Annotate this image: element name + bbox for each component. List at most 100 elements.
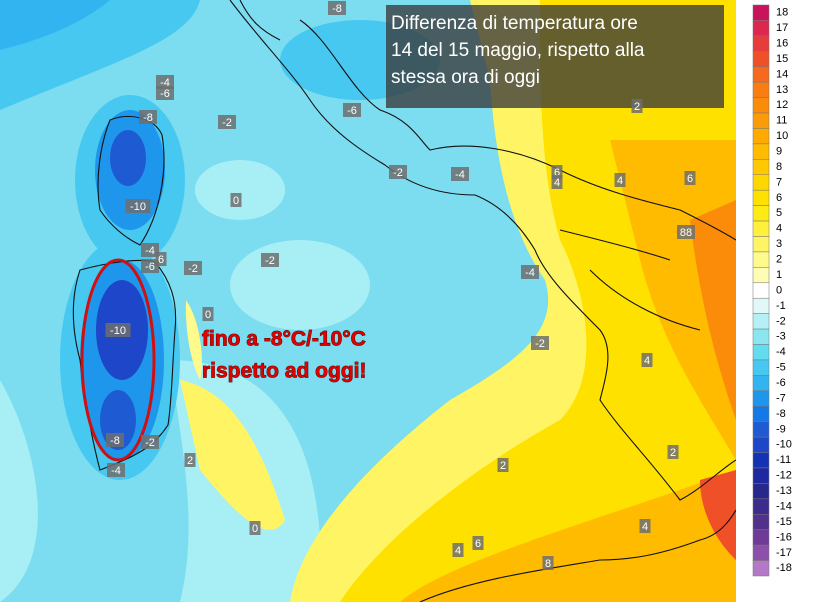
- legend-label: -17: [776, 547, 792, 559]
- legend-swatch: [752, 51, 770, 67]
- map-label-box: [631, 99, 643, 113]
- legend-swatch: [752, 174, 770, 191]
- map-label-box: [551, 175, 563, 189]
- legend-label: -1: [776, 300, 786, 312]
- legend-swatch: [752, 390, 770, 407]
- map-label-box: [139, 110, 157, 124]
- legend-swatch: [752, 35, 770, 52]
- map-label-box: [452, 543, 464, 557]
- legend-swatch: [752, 128, 770, 145]
- legend-label: -13: [776, 485, 792, 497]
- map-label: 4: [554, 177, 560, 189]
- legend-label: -16: [776, 531, 792, 543]
- annotation: rispetto ad oggi!: [202, 360, 367, 383]
- legend-swatch: [752, 97, 770, 114]
- legend-label: -2: [776, 315, 786, 327]
- title-line: stessa ora di oggi: [391, 67, 540, 88]
- legend-label: -4: [776, 346, 786, 358]
- legend-label: 11: [776, 115, 787, 127]
- legend-label: 14: [776, 68, 788, 80]
- legend-swatch: [752, 205, 770, 222]
- map-label-box: [156, 86, 174, 100]
- map-label-box: [105, 323, 131, 337]
- map-label-box: [551, 165, 563, 179]
- map-label: 2: [670, 447, 676, 459]
- map-label-box: [641, 353, 653, 367]
- map-label-box: [328, 1, 346, 15]
- map-label: -4: [111, 465, 121, 477]
- map-label-box: [218, 115, 236, 129]
- map-label: -10: [130, 201, 146, 213]
- legend-label: 7: [776, 176, 782, 188]
- map-label: -4: [160, 77, 170, 89]
- legend-swatch: [752, 375, 770, 392]
- coastline: [72, 0, 736, 602]
- map-label: 8: [545, 558, 551, 570]
- legend-swatch: [752, 544, 770, 561]
- legend-swatch: [752, 267, 770, 284]
- map-label-box: [542, 556, 554, 570]
- map-label-box: [497, 458, 509, 472]
- map-label-box: [156, 75, 174, 89]
- legend-swatch: [752, 498, 770, 515]
- legend-swatch: [752, 66, 770, 83]
- legend-label: 3: [776, 238, 782, 250]
- map-label-box: [184, 261, 202, 275]
- legend-label: 6: [776, 192, 782, 204]
- legend-label: -5: [776, 362, 786, 374]
- map-label: -4: [525, 267, 535, 279]
- highlight-ellipse: [80, 258, 156, 462]
- map-label-box: [614, 173, 626, 187]
- map-label: 6: [554, 167, 560, 179]
- map-label-box: [141, 435, 159, 449]
- map-label: 0: [233, 195, 239, 207]
- map-label: -2: [535, 338, 545, 350]
- map-label-box: [249, 521, 261, 535]
- legend-label: 13: [776, 84, 788, 96]
- map-label-box: [472, 536, 484, 550]
- map-label-box: [107, 463, 125, 477]
- legend-label: -6: [776, 377, 786, 389]
- map-label: 2: [634, 101, 640, 113]
- legend-swatch: [752, 452, 770, 469]
- map-labels: -8-4-6-6-2-8-2 -4 64 4 620-1088-4-66-2-2-40-…: [105, 1, 696, 570]
- legend-swatch: [752, 251, 770, 268]
- map-label: 4: [617, 175, 623, 187]
- map-label-box: [184, 453, 196, 467]
- map-label-box: [531, 336, 549, 350]
- map-label: -6: [160, 88, 170, 100]
- map-label: -6: [145, 261, 155, 273]
- legend-label: 15: [776, 53, 788, 65]
- map-label: -2: [222, 117, 232, 129]
- legend-label: 1: [776, 269, 782, 281]
- map-label-box: [141, 243, 159, 257]
- legend-label: -9: [776, 423, 786, 435]
- map-label-box: [667, 445, 679, 459]
- map-label: -4: [145, 245, 155, 257]
- map-label: 88: [680, 227, 692, 239]
- legend-label: -7: [776, 392, 786, 404]
- map-label-box: [677, 225, 695, 239]
- map-label: 0: [205, 309, 211, 321]
- legend-swatch: [752, 20, 770, 37]
- map-label: 6: [158, 254, 164, 266]
- legend-label: 18: [776, 7, 788, 19]
- legend-swatch: [752, 344, 770, 361]
- legend-label: 4: [776, 223, 782, 235]
- legend-label: -14: [776, 500, 792, 512]
- title-line: Differenza di temperatura ore: [391, 13, 638, 34]
- map-label: -6: [347, 105, 357, 117]
- legend-label: 16: [776, 37, 788, 49]
- map-label-box: [521, 265, 539, 279]
- map-label: -2: [393, 167, 403, 179]
- map-label: -10: [110, 325, 126, 337]
- legend-swatch: [752, 159, 770, 176]
- map-label: 6: [687, 173, 693, 185]
- map-label: 0: [252, 523, 258, 535]
- map-label: 6: [475, 538, 481, 550]
- legend-swatch: [752, 421, 770, 438]
- map-label: 2: [187, 455, 193, 467]
- legend-swatch: [752, 405, 770, 422]
- map-label: -2: [145, 437, 155, 449]
